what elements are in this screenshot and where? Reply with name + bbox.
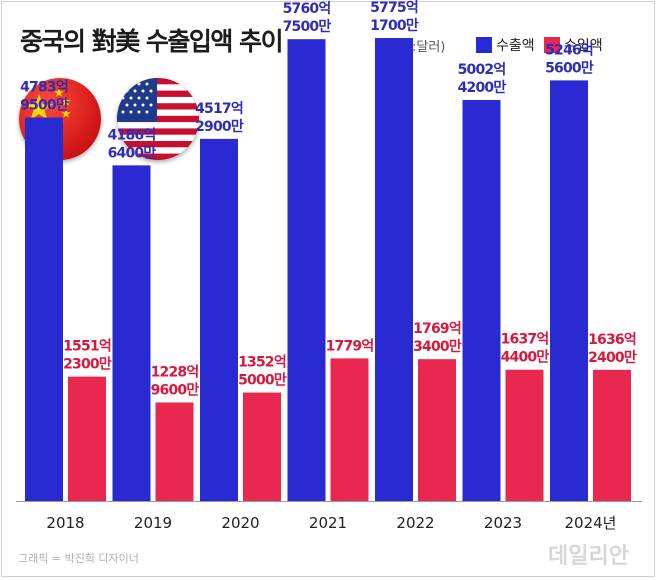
export-value-label-5-1: 4200만 <box>458 80 507 96</box>
import-bar-6 <box>593 369 631 501</box>
export-value-label-1-0: 4186억 <box>108 127 156 143</box>
export-value-label-0-1: 9500만 <box>20 97 69 113</box>
watermark-logo: 데일리안 <box>548 544 629 569</box>
import-value-label-6-1: 2400만 <box>588 350 637 366</box>
import-value-label-0-0: 1551억 <box>63 339 111 355</box>
legend-export-label: 수출액 <box>496 38 535 54</box>
export-value-label-4-0: 5775억 <box>370 0 418 16</box>
import-bar-3 <box>330 358 369 501</box>
import-bar-0 <box>68 376 106 501</box>
export-bar-6 <box>550 80 588 502</box>
import-value-label-5-0: 1637억 <box>501 332 549 348</box>
import-value-label-3-0: 1779억 <box>326 338 374 354</box>
export-value-label-0-0: 4783억 <box>20 79 68 95</box>
export-value-label-6-0: 5246억 <box>545 42 593 58</box>
export-value-label-3-1: 7500만 <box>283 19 332 35</box>
import-bar-4 <box>418 359 456 501</box>
export-bar-0 <box>25 117 63 502</box>
x-tick-label-1: 2019 <box>134 514 172 532</box>
export-value-label-3-0: 5760억 <box>283 1 331 17</box>
x-tick-label-2: 2020 <box>221 514 259 532</box>
credit-text: 그래픽 = 박진희 디자이너 <box>18 552 139 565</box>
import-bar-2 <box>243 392 281 501</box>
export-bar-5 <box>462 99 501 502</box>
legend-import-swatch <box>544 37 560 53</box>
x-tick-label-4: 2022 <box>396 514 434 532</box>
export-value-label-6-1: 5600만 <box>545 60 594 76</box>
export-value-label-1-1: 6400만 <box>108 145 157 161</box>
legend-export-swatch <box>476 37 492 53</box>
export-value-label-4-1: 1700만 <box>370 18 419 34</box>
x-tick-label-6: 2024년 <box>565 514 617 532</box>
import-bar-1 <box>155 402 194 501</box>
import-value-label-1-0: 1228억 <box>151 364 199 380</box>
export-bar-2 <box>200 138 238 501</box>
import-value-label-5-1: 4400만 <box>501 350 550 366</box>
legend-export: 수출액 <box>476 35 535 55</box>
export-bar-1 <box>112 165 151 501</box>
export-value-label-2-1: 2900만 <box>195 119 244 135</box>
chart-title: 중국의 對美 수출입액 추이 <box>20 27 284 56</box>
import-bar-5 <box>505 369 544 501</box>
import-value-label-1-1: 9600만 <box>151 382 200 398</box>
x-tick-label-0: 2018 <box>46 514 84 532</box>
export-value-label-2-0: 4517억 <box>195 101 243 117</box>
export-value-label-5-0: 5002억 <box>458 62 506 78</box>
import-value-label-4-0: 1769억 <box>413 321 461 337</box>
import-value-label-6-0: 1636억 <box>588 332 636 348</box>
import-value-label-2-0: 1352억 <box>238 355 286 371</box>
x-tick-label-5: 2023 <box>484 514 522 532</box>
legend-import: 수입액 <box>544 35 603 55</box>
x-tick-label-3: 2021 <box>309 514 347 532</box>
import-value-label-2-1: 5000만 <box>238 373 287 389</box>
usa-flag-icon <box>117 78 199 160</box>
legend-import-label: 수입액 <box>564 38 603 54</box>
import-value-label-4-1: 3400만 <box>413 339 462 355</box>
export-bar-3 <box>287 39 326 502</box>
export-bar-4 <box>375 38 413 502</box>
import-value-label-0-1: 2300만 <box>63 357 112 373</box>
